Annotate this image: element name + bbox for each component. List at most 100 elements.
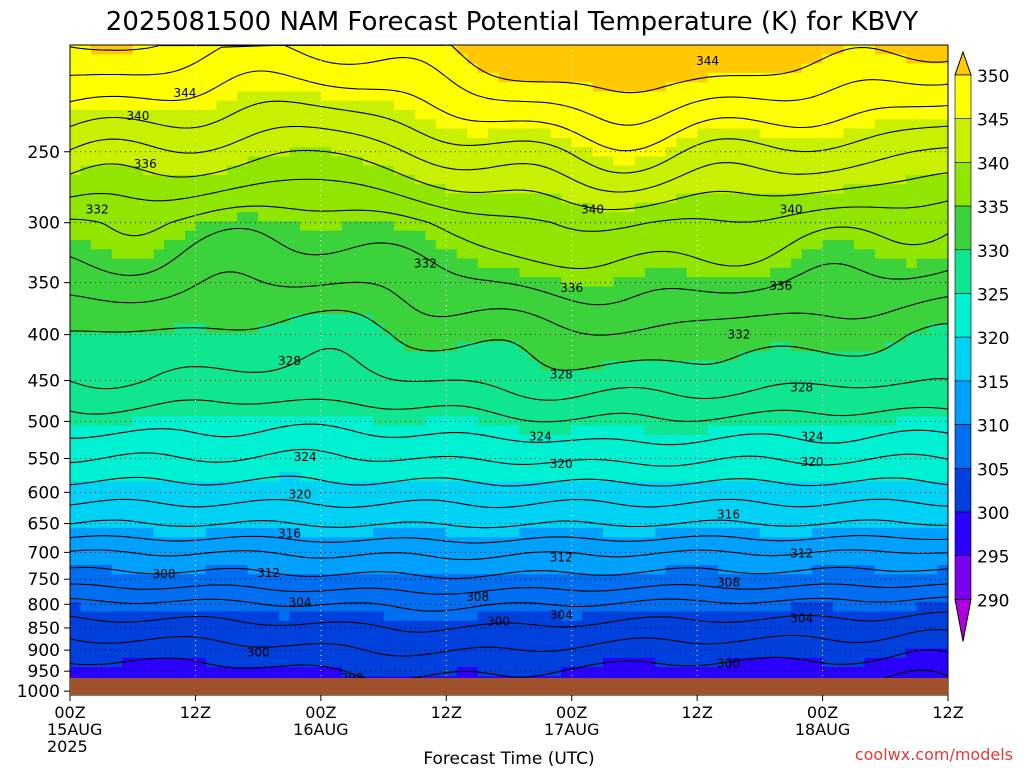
field-cell xyxy=(394,416,406,427)
field-cell xyxy=(853,72,865,83)
field-cell xyxy=(529,295,541,306)
field-cell xyxy=(582,221,594,232)
field-cell xyxy=(101,518,113,529)
field-cell xyxy=(111,119,123,130)
field-cell xyxy=(258,72,270,83)
field-cell xyxy=(822,435,834,445)
field-cell xyxy=(623,388,636,399)
field-cell xyxy=(90,314,102,325)
field-cell xyxy=(488,147,500,158)
field-cell xyxy=(352,230,364,241)
field-cell xyxy=(362,351,374,362)
field-cell xyxy=(352,184,364,195)
field-cell xyxy=(352,267,364,278)
field-cell xyxy=(916,537,928,548)
field-cell xyxy=(571,305,583,315)
field-cell xyxy=(571,472,583,483)
field-cell xyxy=(801,267,813,278)
field-cell xyxy=(467,351,479,362)
field-cell xyxy=(279,110,291,120)
field-cell xyxy=(111,110,123,120)
field-cell xyxy=(205,175,217,185)
field-cell xyxy=(843,295,855,306)
field-cell xyxy=(331,490,343,501)
field-cell xyxy=(707,481,719,492)
field-cell xyxy=(435,332,447,343)
field-cell xyxy=(749,342,761,353)
field-cell xyxy=(435,481,447,492)
field-cell xyxy=(153,509,165,520)
field-cell xyxy=(122,351,134,362)
field-cell xyxy=(603,45,615,55)
field-cell xyxy=(467,323,479,334)
field-cell xyxy=(164,332,176,343)
field-cell xyxy=(864,481,876,492)
field-cell xyxy=(822,314,834,325)
field-cell xyxy=(738,45,750,55)
field-cell xyxy=(111,416,123,427)
field-cell xyxy=(132,546,144,557)
field-cell xyxy=(373,54,385,65)
field-cell xyxy=(843,147,855,158)
field-cell xyxy=(519,537,531,548)
field-cell xyxy=(404,240,416,250)
field-cell xyxy=(665,165,677,176)
field-cell xyxy=(519,351,531,362)
field-cell xyxy=(362,509,374,520)
field-cell xyxy=(237,184,249,195)
field-cell xyxy=(603,435,615,445)
field-cell xyxy=(561,481,573,492)
field-cell xyxy=(613,565,625,575)
field-cell xyxy=(770,249,782,260)
field-cell xyxy=(320,230,332,241)
field-cell xyxy=(456,574,468,585)
field-cell xyxy=(435,91,447,102)
field-cell xyxy=(550,82,562,93)
field-cell xyxy=(226,305,238,315)
field-cell xyxy=(101,277,113,288)
field-cell xyxy=(738,137,750,148)
field-cell xyxy=(268,500,280,510)
field-cell xyxy=(289,397,301,408)
field-cell xyxy=(874,54,886,65)
field-cell xyxy=(174,472,186,483)
field-cell xyxy=(404,128,416,139)
field-cell xyxy=(874,360,886,371)
field-cell xyxy=(164,156,176,167)
field-cell xyxy=(686,175,698,185)
field-cell xyxy=(237,110,249,120)
field-cell xyxy=(498,110,510,120)
field-cell xyxy=(644,565,656,575)
field-cell xyxy=(226,592,238,603)
field-cell xyxy=(70,184,82,195)
field-cell xyxy=(425,527,437,538)
field-cell xyxy=(582,91,594,102)
field-cell xyxy=(937,509,948,520)
field-cell xyxy=(132,54,144,65)
field-cell xyxy=(833,212,845,223)
field-cell xyxy=(686,202,698,213)
field-cell xyxy=(707,240,719,250)
field-cell xyxy=(561,212,573,223)
field-cell xyxy=(561,221,573,232)
field-cell xyxy=(70,221,82,232)
field-cell xyxy=(195,286,207,297)
field-cell xyxy=(937,546,948,557)
field-cell xyxy=(467,583,479,594)
field-cell xyxy=(446,54,458,65)
field-cell xyxy=(258,462,270,473)
field-cell xyxy=(603,360,615,371)
field-cell xyxy=(352,305,364,315)
field-cell xyxy=(728,416,740,427)
field-cell xyxy=(634,63,646,74)
field-cell xyxy=(352,193,364,204)
field-cell xyxy=(184,397,197,408)
field-cell xyxy=(394,527,406,538)
field-cell xyxy=(174,202,186,213)
field-cell xyxy=(111,184,123,195)
field-cell xyxy=(153,221,165,232)
field-cell xyxy=(425,537,437,548)
field-cell xyxy=(143,416,155,427)
field-cell xyxy=(488,583,500,594)
field-cell xyxy=(111,128,123,139)
